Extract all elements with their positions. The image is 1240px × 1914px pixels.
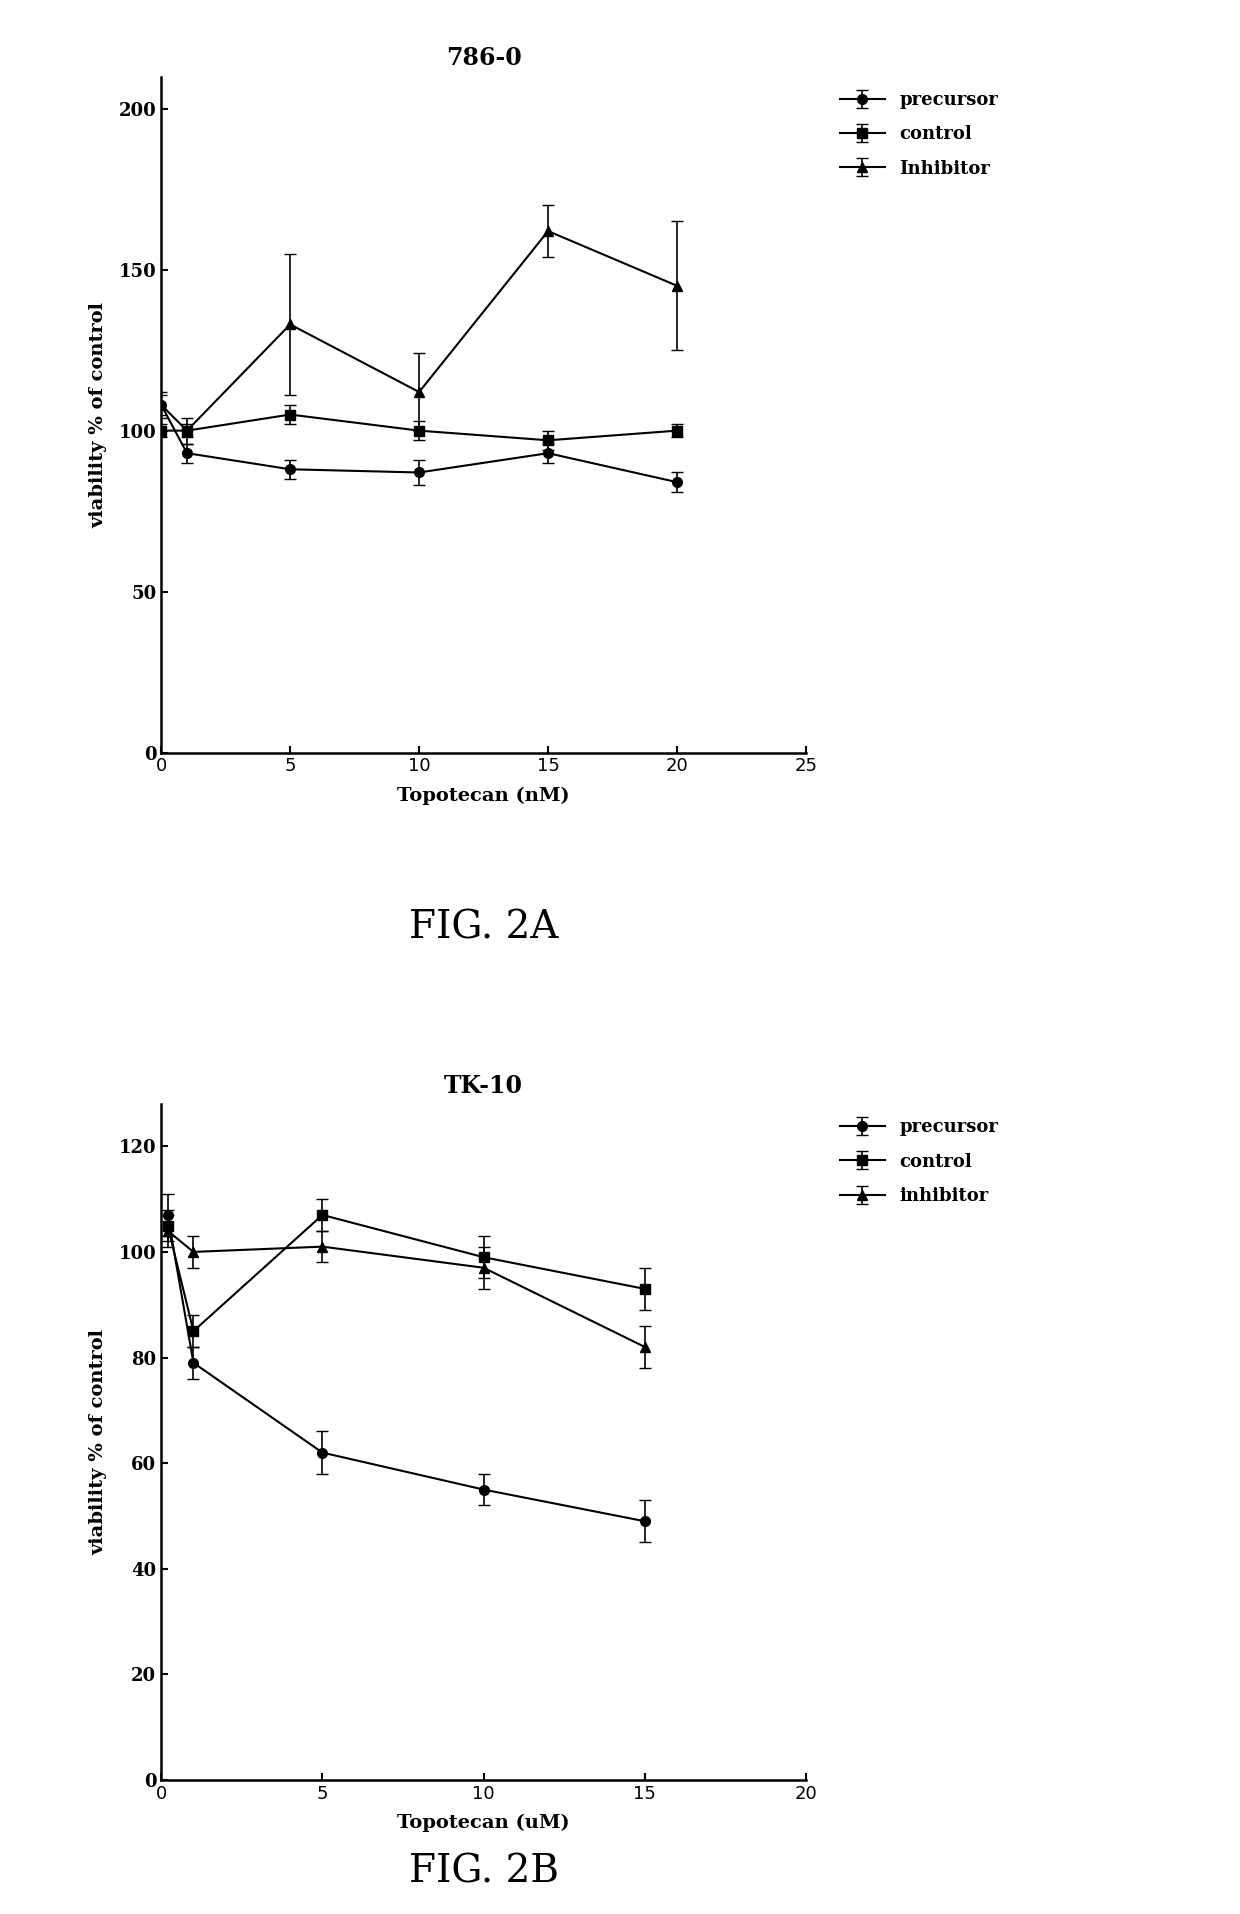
X-axis label: Topotecan (nM): Topotecan (nM)	[397, 787, 570, 804]
Y-axis label: viability % of control: viability % of control	[89, 302, 108, 528]
Title: TK-10: TK-10	[444, 1074, 523, 1099]
Text: FIG. 2A: FIG. 2A	[409, 909, 558, 947]
Y-axis label: viability % of control: viability % of control	[89, 1328, 108, 1554]
Legend: precursor, control, Inhibitor: precursor, control, Inhibitor	[835, 86, 1003, 184]
Legend: precursor, control, inhibitor: precursor, control, inhibitor	[835, 1114, 1003, 1210]
Text: FIG. 2B: FIG. 2B	[409, 1853, 558, 1891]
Title: 786-0: 786-0	[445, 46, 522, 71]
X-axis label: Topotecan (uM): Topotecan (uM)	[397, 1814, 570, 1832]
